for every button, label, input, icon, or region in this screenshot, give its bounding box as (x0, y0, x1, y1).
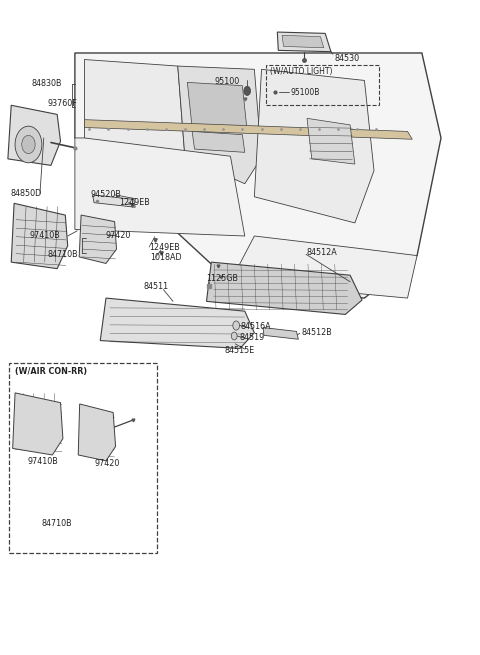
Polygon shape (263, 328, 299, 339)
Text: 84516A: 84516A (241, 322, 272, 331)
Polygon shape (206, 262, 362, 314)
Text: 1018AD: 1018AD (151, 253, 182, 262)
Text: 84511: 84511 (144, 282, 168, 291)
Text: (W/AIR CON-RR): (W/AIR CON-RR) (15, 367, 87, 376)
Polygon shape (282, 35, 324, 48)
Text: 84850D: 84850D (10, 189, 41, 198)
Text: 93760F: 93760F (48, 100, 77, 109)
Text: 97420: 97420 (94, 459, 120, 468)
Text: 84512B: 84512B (301, 328, 332, 337)
Text: 84710B: 84710B (42, 519, 72, 528)
Text: 84515E: 84515E (225, 346, 255, 355)
Text: 84519: 84519 (239, 333, 264, 342)
Polygon shape (75, 138, 245, 236)
Polygon shape (11, 203, 68, 269)
Text: 84710B: 84710B (48, 250, 78, 259)
Polygon shape (230, 236, 417, 298)
Polygon shape (79, 215, 117, 263)
Text: 94520B: 94520B (91, 191, 121, 199)
Polygon shape (254, 69, 374, 223)
Text: 97420: 97420 (105, 231, 131, 240)
Polygon shape (84, 60, 185, 196)
Circle shape (15, 126, 42, 163)
Polygon shape (8, 105, 60, 166)
Polygon shape (307, 119, 355, 164)
Polygon shape (277, 32, 331, 52)
Polygon shape (78, 404, 116, 461)
Polygon shape (12, 393, 63, 455)
Text: 84530: 84530 (334, 54, 360, 63)
Text: 95100B: 95100B (291, 88, 320, 97)
Bar (9, 364, 157, 553)
Text: 95100: 95100 (215, 77, 240, 86)
Polygon shape (187, 83, 247, 132)
Polygon shape (192, 132, 245, 153)
Text: 97410B: 97410B (29, 231, 60, 240)
Circle shape (231, 332, 237, 340)
Text: (W/AUTO LIGHT): (W/AUTO LIGHT) (270, 67, 333, 76)
Text: 84830B: 84830B (32, 79, 62, 88)
Bar (266, 65, 379, 105)
Circle shape (22, 136, 35, 154)
Text: 84512A: 84512A (306, 248, 337, 257)
Polygon shape (178, 66, 262, 183)
Circle shape (244, 86, 251, 96)
Circle shape (233, 321, 240, 330)
Polygon shape (93, 195, 135, 207)
Polygon shape (75, 53, 441, 298)
Text: 1249EB: 1249EB (120, 198, 150, 207)
Polygon shape (84, 120, 412, 140)
Text: 1125GB: 1125GB (206, 274, 239, 283)
Text: 97410B: 97410B (27, 457, 58, 466)
Polygon shape (100, 298, 254, 348)
Text: 1249EB: 1249EB (149, 243, 180, 252)
